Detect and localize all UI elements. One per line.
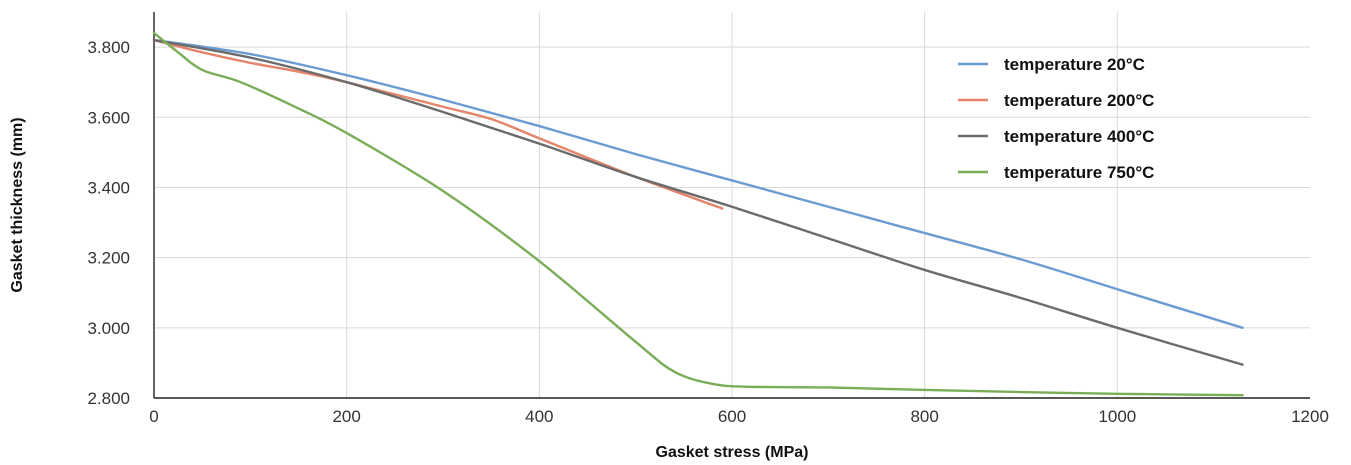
y-tick-label: 3.600: [87, 108, 130, 127]
legend-label: temperature 200°C: [1004, 91, 1154, 110]
y-axis-title: Gasket thickness (mm): [9, 117, 26, 292]
series-line: [152, 38, 1244, 366]
x-tick-label: 1200: [1291, 407, 1329, 426]
series-layer: [152, 31, 1244, 397]
y-tick-label: 3.200: [87, 249, 130, 268]
y-tick-label: 3.400: [87, 178, 130, 197]
x-tick-label: 400: [525, 407, 553, 426]
y-tick-label: 2.800: [87, 389, 130, 408]
legend-label: temperature 400°C: [1004, 127, 1154, 146]
y-tick-label: 3.800: [87, 38, 130, 57]
x-tick-label: 800: [910, 407, 938, 426]
y-tick-label: 3.000: [87, 319, 130, 338]
axis-layer: 0 200 400 600 800 1000 1200 2.800 3.000 3.200 3.40…: [87, 12, 1329, 426]
grid-layer: [154, 12, 1310, 398]
series-line: [152, 38, 724, 210]
series-line: [152, 38, 1244, 330]
legend-label: temperature 750°C: [1004, 163, 1154, 182]
x-tick-label: 0: [149, 407, 158, 426]
x-axis-title: Gasket stress (MPa): [656, 444, 809, 461]
x-tick-label: 1000: [1098, 407, 1136, 426]
legend: temperature 20°C temperature 200°C tempera…: [958, 55, 1154, 182]
legend-label: temperature 20°C: [1004, 55, 1145, 74]
x-tick-label: 600: [718, 407, 746, 426]
series-line: [152, 31, 1244, 397]
x-tick-label: 200: [332, 407, 360, 426]
